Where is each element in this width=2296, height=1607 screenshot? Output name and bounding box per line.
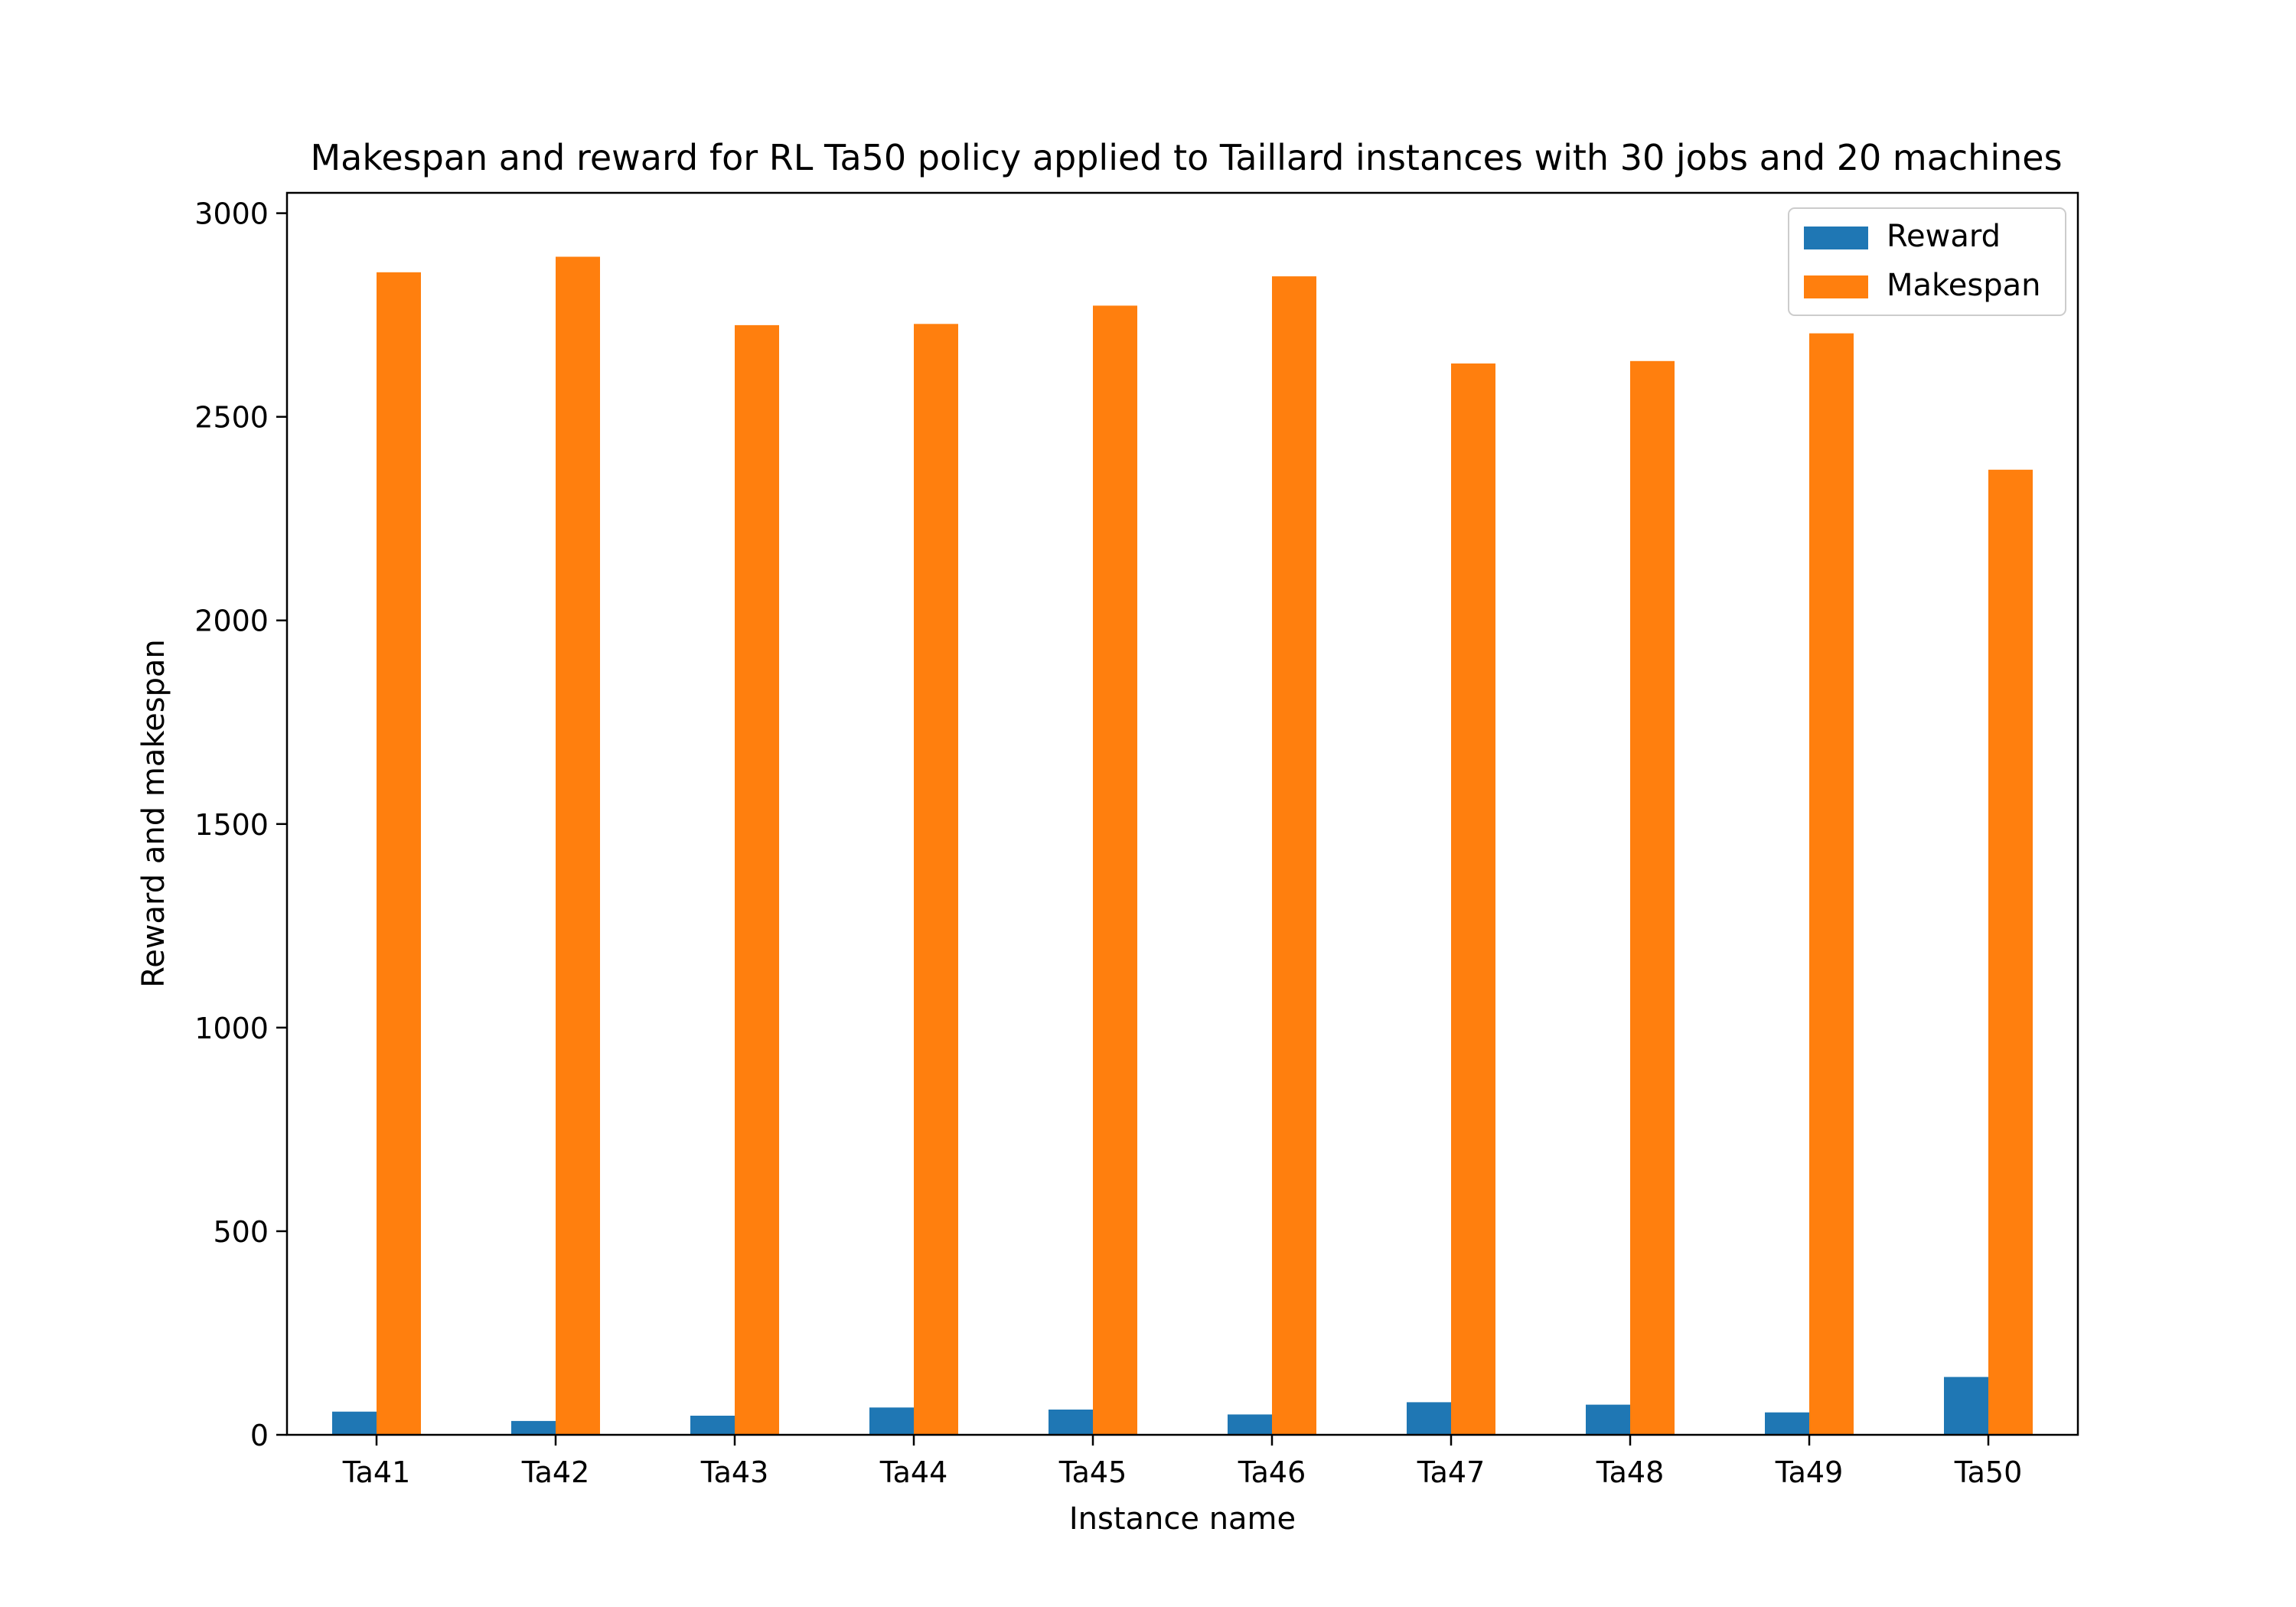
bar-reward-ta46 — [1228, 1414, 1272, 1435]
y-tick-label: 2000 — [194, 605, 269, 638]
bar-group — [332, 256, 2033, 1436]
y-tick-label: 0 — [250, 1419, 269, 1452]
bar-makespan-ta43 — [735, 324, 779, 1435]
x-tick-label: Ta41 — [342, 1455, 411, 1489]
bar-reward-ta41 — [332, 1411, 377, 1435]
x-tick-label: Ta45 — [1058, 1455, 1127, 1489]
x-tick-label: Ta50 — [1954, 1455, 2023, 1489]
legend-swatch-makespan — [1804, 275, 1868, 298]
y-axis-label: Reward and makespan — [136, 639, 171, 988]
bar-reward-ta49 — [1765, 1412, 1809, 1435]
legend-swatch-reward — [1804, 227, 1868, 249]
bar-makespan-ta47 — [1451, 363, 1495, 1435]
x-tick-label: Ta42 — [521, 1455, 590, 1489]
bar-reward-ta50 — [1944, 1377, 1988, 1435]
bar-makespan-ta44 — [914, 324, 958, 1435]
legend: Reward Makespan — [1788, 207, 2066, 316]
bar-makespan-ta49 — [1809, 333, 1854, 1436]
x-tick-label: Ta47 — [1417, 1455, 1486, 1489]
legend-label-reward: Reward — [1887, 219, 2001, 254]
plot-frame — [285, 191, 2079, 1436]
x-tick-label: Ta43 — [700, 1455, 769, 1489]
bar-reward-ta47 — [1407, 1402, 1451, 1435]
chart-title: Makespan and reward for RL Ta50 policy a… — [310, 137, 2062, 178]
x-tick-label: Ta46 — [1238, 1455, 1306, 1489]
y-tick-label: 500 — [213, 1215, 269, 1249]
bar-makespan-ta48 — [1630, 360, 1675, 1435]
bar-makespan-ta42 — [556, 256, 600, 1435]
bar-reward-ta44 — [869, 1407, 914, 1435]
bar-makespan-ta50 — [1988, 469, 2033, 1435]
legend-label-makespan: Makespan — [1887, 268, 2040, 303]
x-tick-label: Ta49 — [1775, 1455, 1844, 1489]
bar-makespan-ta41 — [377, 272, 421, 1435]
bar-reward-ta48 — [1586, 1404, 1630, 1435]
y-tick-label: 2500 — [194, 401, 269, 435]
y-tick-label: 1500 — [194, 808, 269, 842]
bar-makespan-ta46 — [1272, 276, 1316, 1436]
bar-reward-ta42 — [511, 1420, 556, 1435]
bar-reward-ta43 — [690, 1416, 735, 1435]
bar-reward-ta45 — [1049, 1410, 1093, 1435]
y-tick-label: 3000 — [194, 197, 269, 231]
x-axis-label: Instance name — [1069, 1501, 1296, 1537]
y-axis: 0 500 1000 1500 2000 2500 3000 — [194, 197, 287, 1452]
bar-makespan-ta45 — [1093, 305, 1137, 1435]
y-tick-label: 1000 — [194, 1012, 269, 1045]
x-axis: Ta41 Ta42 Ta43 Ta44 Ta45 Ta46 Ta47 Ta48 Ta49 Ta50 — [342, 1435, 2023, 1489]
x-tick-label: Ta48 — [1596, 1455, 1665, 1489]
x-tick-label: Ta44 — [879, 1455, 948, 1489]
